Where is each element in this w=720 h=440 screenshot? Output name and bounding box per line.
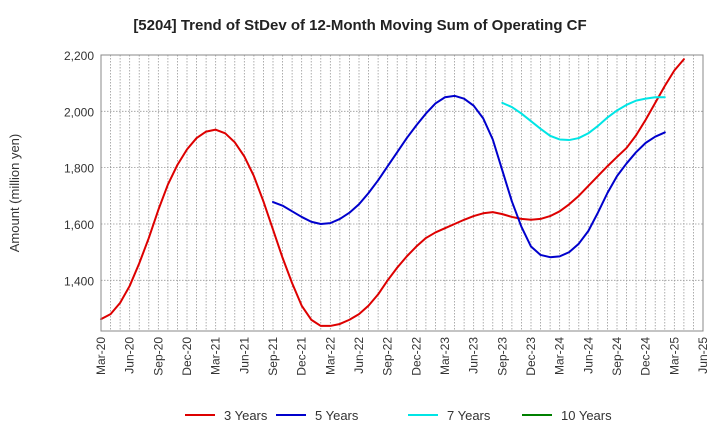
y-tick-label: 1,600	[64, 218, 94, 232]
x-tick-label: Dec-22	[409, 337, 423, 376]
x-tick-label: Mar-20	[94, 337, 108, 375]
grid-layer	[101, 54, 703, 331]
legend: 3 Years 5 Years 7 Years 10 Years	[185, 408, 612, 423]
x-tick-label: Jun-23	[467, 337, 481, 374]
series-line-3-years	[100, 58, 685, 327]
y-tick-label: 1,800	[64, 162, 94, 176]
legend-label-10-years: 10 Years	[561, 408, 612, 423]
x-tick-label: Sep-20	[151, 337, 165, 376]
x-tick-label: Sep-21	[266, 337, 280, 376]
x-tick-label: Jun-22	[352, 337, 366, 374]
x-tick-label: Sep-22	[381, 337, 395, 376]
x-tick-label: Mar-25	[667, 337, 681, 375]
axis-layer: 1,400 1,600 1,800 2,000 2,200 Mar-20 Jun-20 Sep…	[64, 49, 710, 376]
x-tick-label: Dec-20	[180, 337, 194, 376]
y-tick-label: 2,000	[64, 105, 94, 119]
x-tick-label: Sep-23	[495, 337, 509, 376]
x-tick-label: Jun-25	[696, 337, 710, 374]
x-tick-label: Dec-21	[295, 337, 309, 376]
series-line-5-years	[272, 94, 666, 259]
legend-label-3-years: 3 Years	[224, 408, 268, 423]
x-tick-label: Jun-24	[581, 337, 595, 374]
y-axis-label: Amount (million yen)	[7, 134, 22, 253]
plot-frame	[100, 54, 704, 332]
legend-label-5-years: 5 Years	[315, 408, 359, 423]
y-tick-label: 1,400	[64, 274, 94, 288]
legend-label-7-years: 7 Years	[447, 408, 491, 423]
series-layer	[100, 58, 685, 327]
y-tick-label: 2,200	[64, 49, 94, 63]
x-tick-label: Jun-20	[123, 337, 137, 374]
x-tick-label: Mar-22	[323, 337, 337, 375]
series-line-7-years	[501, 96, 666, 142]
x-tick-label: Mar-21	[209, 337, 223, 375]
x-tick-label: Jun-21	[237, 337, 251, 374]
x-tick-label: Dec-24	[639, 337, 653, 376]
x-tick-label: Sep-24	[610, 337, 624, 376]
x-tick-label: Mar-23	[438, 337, 452, 375]
x-tick-label: Dec-23	[524, 337, 538, 376]
chart-title: [5204] Trend of StDev of 12-Month Moving…	[133, 17, 586, 34]
x-tick-label: Mar-24	[553, 337, 567, 375]
